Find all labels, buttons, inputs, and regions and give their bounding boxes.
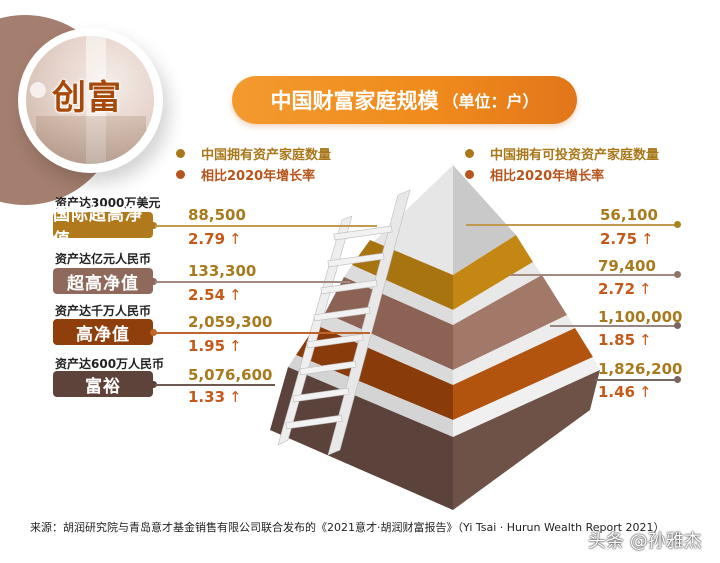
legend-item: 相比2020年增长率	[176, 164, 331, 185]
connector-line	[550, 325, 676, 327]
rate-value: 2.54	[188, 286, 226, 304]
up-arrow-icon: ↑	[229, 337, 242, 355]
connector-dot	[150, 222, 157, 229]
right-rate: 1.85 ↑	[598, 331, 652, 349]
connector-line	[466, 224, 676, 226]
pyramid-tier-4-left	[270, 367, 453, 510]
legend-dot-icon	[465, 170, 474, 179]
right-rate: 2.75 ↑	[600, 230, 654, 248]
legend-item: 中国拥有可投资资产家庭数量	[465, 143, 659, 164]
rate-value: 2.79	[188, 230, 226, 248]
badge-photo	[26, 36, 154, 164]
connector-line	[155, 332, 370, 334]
rate-value: 1.46	[598, 383, 636, 401]
pyramid-tier-2-left	[325, 277, 453, 370]
right-value: 79,400	[598, 257, 656, 275]
left-value: 2,059,300	[188, 313, 273, 331]
left-value: 5,076,600	[188, 366, 273, 384]
up-arrow-icon: ↑	[229, 388, 242, 406]
right-rate: 2.72 ↑	[598, 280, 652, 298]
legend-right: 中国拥有可投资资产家庭数量 相比2020年增长率	[465, 143, 659, 185]
connector-line	[155, 281, 350, 283]
connector-dot	[674, 271, 681, 278]
pyramid-tier-3-left	[296, 325, 453, 420]
up-arrow-icon: ↑	[641, 230, 654, 248]
left-rate: 1.95 ↑	[188, 337, 242, 355]
right-value: 56,100	[600, 206, 658, 224]
legend-dot-icon	[176, 149, 185, 158]
rate-value: 1.85	[598, 331, 636, 349]
tier-label-hnw: 高净值	[53, 319, 153, 345]
rate-value: 1.33	[188, 388, 226, 406]
legend-item: 相比2020年增长率	[465, 164, 659, 185]
title-main: 中国财富家庭规模	[270, 89, 439, 113]
tier-caption: 资产达千万人民币	[55, 304, 152, 318]
small-decorative-dot	[30, 82, 46, 98]
legend-dot-icon	[465, 149, 474, 158]
legend-label: 相比2020年增长率	[490, 169, 605, 184]
title-unit: （单位：户）	[442, 92, 539, 111]
right-rate: 1.46 ↑	[598, 383, 652, 401]
connector-dot	[150, 329, 157, 336]
connector-line	[595, 379, 676, 381]
left-rate: 2.54 ↑	[188, 286, 242, 304]
watermark: 头条 @孙雅杰	[588, 531, 702, 552]
connector-line	[155, 384, 275, 386]
rate-value: 2.75	[600, 230, 638, 248]
right-value: 1,100,000	[598, 308, 683, 326]
legend-item: 中国拥有资产家庭数量	[176, 143, 331, 164]
left-value: 88,500	[188, 206, 246, 224]
connector-dot	[150, 381, 157, 388]
right-value: 1,826,200	[598, 360, 683, 378]
up-arrow-icon: ↑	[639, 280, 652, 298]
source-note: 来源：胡润研究院与青岛意才基金销售有限公司联合发布的《2021意才·胡润财富报告…	[30, 521, 665, 534]
rate-value: 2.72	[598, 280, 636, 298]
up-arrow-icon: ↑	[229, 286, 242, 304]
tier-caption: 资产达3000万美元	[55, 196, 161, 210]
connector-dot	[674, 376, 681, 383]
wealth-pyramid	[270, 165, 600, 510]
tier-label-uhnw: 超高净值	[53, 268, 153, 294]
pyramid-tier-3-right	[453, 328, 593, 420]
legend-dot-icon	[176, 170, 185, 179]
chart-title: 中国财富家庭规模 （单位：户）	[232, 76, 577, 124]
tier-caption: 资产达亿元人民币	[55, 252, 152, 266]
connector-dot	[150, 278, 157, 285]
tier-label-international-uhnw: 国际超高净值	[53, 205, 153, 250]
pyramid-tier-1-right	[453, 235, 533, 310]
legend-left: 中国拥有资产家庭数量 相比2020年增长率	[176, 143, 331, 185]
up-arrow-icon: ↑	[639, 383, 652, 401]
up-arrow-icon: ↑	[639, 331, 652, 349]
pyramid-apex-right	[453, 165, 516, 275]
tier-label-affluent: 富裕	[53, 371, 153, 397]
left-rate: 1.33 ↑	[188, 388, 242, 406]
legend-label: 中国拥有可投资资产家庭数量	[490, 148, 660, 163]
rate-value: 1.95	[188, 337, 226, 355]
connector-dot	[674, 221, 681, 228]
pyramid-tier-2-right	[453, 275, 567, 370]
connector-line	[510, 274, 676, 276]
left-value: 133,300	[188, 262, 257, 280]
ladder-icon	[277, 189, 411, 456]
pyramid-tier-4-right	[453, 370, 600, 510]
connector-dot	[674, 322, 681, 329]
badge-title: 创富	[52, 78, 122, 118]
up-arrow-icon: ↑	[229, 230, 242, 248]
legend-label: 相比2020年增长率	[201, 169, 316, 184]
connector-line	[155, 225, 377, 227]
left-rate: 2.79 ↑	[188, 230, 242, 248]
tier-caption: 资产达600万人民币	[55, 357, 165, 371]
legend-label: 中国拥有资产家庭数量	[201, 148, 332, 163]
